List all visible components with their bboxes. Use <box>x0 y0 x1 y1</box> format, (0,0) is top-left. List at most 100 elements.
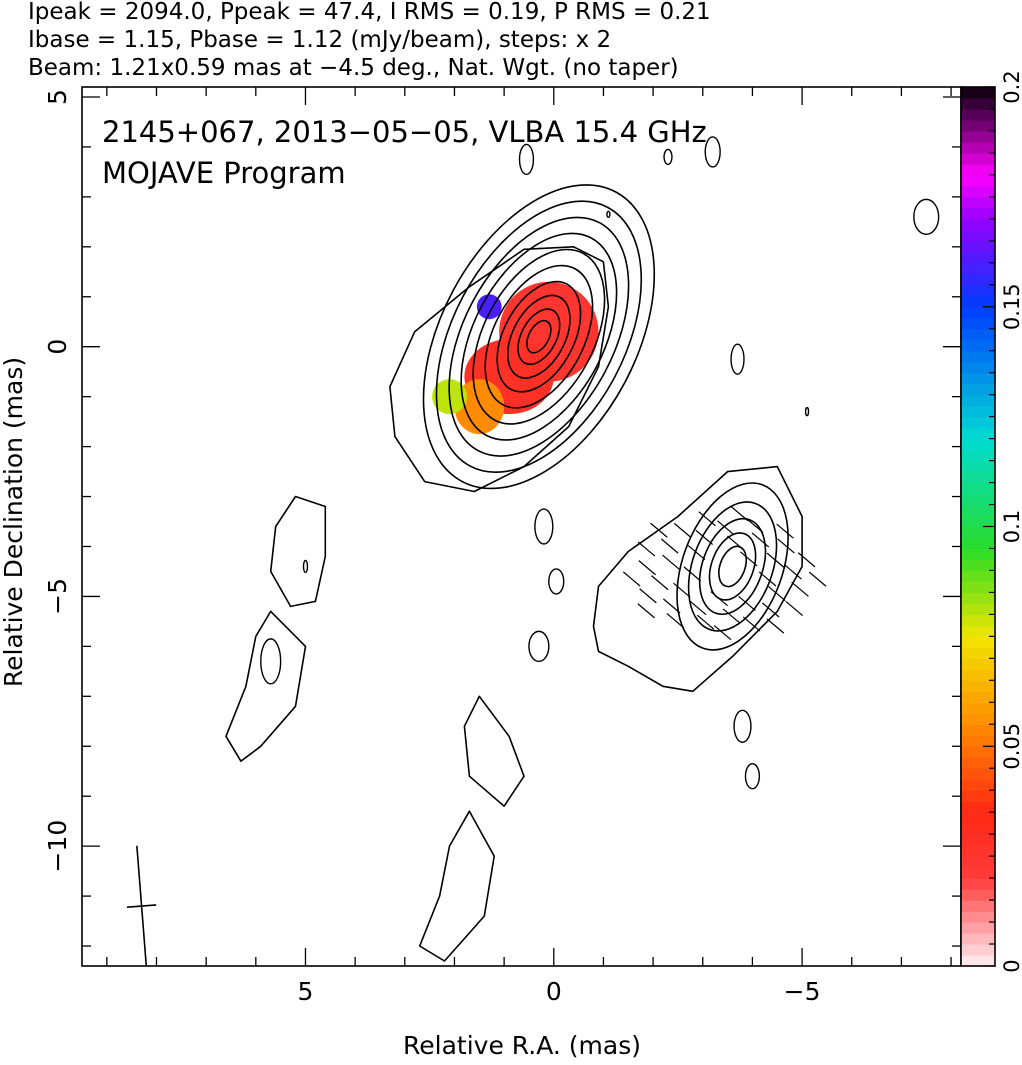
core-contour-6 <box>496 280 582 393</box>
colorbar-segment-58 <box>961 317 995 330</box>
evpa-tick-32 <box>698 511 716 527</box>
minor-island-13 <box>260 638 282 685</box>
colorbar-segment-59 <box>961 306 995 319</box>
minor-island-8 <box>548 568 565 595</box>
colorbar-segment-13 <box>961 812 995 824</box>
colorbar-segment-9 <box>961 856 995 868</box>
evpa-tick-34 <box>622 571 641 587</box>
minor-island-3 <box>606 210 611 219</box>
extended-contour-2 <box>463 695 525 807</box>
evpa-tick-1 <box>739 551 758 567</box>
colorbar-segment-73 <box>961 152 995 165</box>
colorbar-segment-49 <box>961 416 995 429</box>
evpa-tick-24 <box>673 522 692 538</box>
evpa-tick-9 <box>766 552 785 568</box>
evpa-tick-10 <box>688 600 707 616</box>
colorbar-segment-51 <box>961 394 995 407</box>
beam-minor-axis <box>126 904 157 909</box>
plot-frame: 5 0 −5 5 0 −5 −10 <box>43 86 962 1006</box>
colorbar-segment-67 <box>961 218 995 231</box>
colorbar-segment-16 <box>961 779 995 791</box>
colorbar-segment-65 <box>961 240 995 253</box>
colorbar-segment-56 <box>961 339 995 352</box>
colorbar-tick-label-0: 0 <box>1000 959 1022 972</box>
colorbar-segment-36 <box>961 559 995 572</box>
colorbar-segment-75 <box>961 130 995 143</box>
minor-island-11 <box>744 763 761 790</box>
colorbar-segment-17 <box>961 768 995 780</box>
colorbar-segment-42 <box>961 493 995 506</box>
colorbar-segment-54 <box>961 361 995 374</box>
colorbar-segment-68 <box>961 207 995 220</box>
x-tick-label-2: −5 <box>784 977 821 1006</box>
colorbar-segment-52 <box>961 383 995 396</box>
header-line-2: Ibase = 1.15, Pbase = 1.12 (mJy/beam), s… <box>28 27 611 53</box>
colorbar-segment-12 <box>961 823 995 835</box>
evpa-tick-3 <box>687 545 706 561</box>
colorbar-segment-38 <box>961 537 995 550</box>
colorbar-segment-20 <box>961 735 995 747</box>
knot-contour-3 <box>708 532 757 601</box>
minor-island-7 <box>534 508 554 545</box>
colorbar-segment-35 <box>961 570 995 583</box>
evpa-tick-22 <box>777 538 795 554</box>
evpa-tick-7 <box>738 595 756 612</box>
colorbar-segment-22 <box>961 713 995 725</box>
header-line-1: Ipeak = 2094.0, Ppeak = 47.4, I RMS = 0.… <box>28 0 711 25</box>
colorbar-segment-79 <box>961 87 995 99</box>
colorbar-segment-10 <box>961 845 995 857</box>
colorbar-segment-74 <box>961 141 995 154</box>
colorbar-segment-1 <box>961 944 995 956</box>
evpa-tick-21 <box>638 560 656 576</box>
colorbar-segment-60 <box>961 295 995 308</box>
colorbar-segment-72 <box>961 163 995 176</box>
colorbar-segment-37 <box>961 548 995 561</box>
minor-island-1 <box>663 148 673 166</box>
core-contour-9 <box>526 319 552 354</box>
colorbar-segment-44 <box>961 471 995 484</box>
colorbar-segment-69 <box>961 196 995 209</box>
core-contour-3 <box>460 232 618 441</box>
evpa-tick-29 <box>637 541 656 557</box>
evpa-tick-23 <box>696 614 715 630</box>
knot-contour-2 <box>698 517 767 616</box>
evpa-tick-41 <box>766 618 785 634</box>
colorbar-segment-46 <box>961 449 995 462</box>
x-tick-label-1: 0 <box>546 977 562 1006</box>
colorbar-tick-label-1: 0.05 <box>1000 723 1022 770</box>
colorbar-segment-78 <box>961 97 995 110</box>
evpa-tick-8 <box>662 554 680 570</box>
colorbar-segment-40 <box>961 515 995 528</box>
colorbar-segment-11 <box>961 834 995 846</box>
colorbar: 0 0.05 0.1 0.15 0.2 <box>960 70 1022 973</box>
core-contour-8 <box>517 308 561 366</box>
colorbar-segment-55 <box>961 350 995 363</box>
evpa-tick-37 <box>650 522 668 538</box>
colorbar-segment-47 <box>961 438 995 451</box>
colorbar-segment-2 <box>961 933 995 945</box>
minor-island-6 <box>804 406 810 417</box>
colorbar-tick-label-3: 0.15 <box>1000 283 1022 330</box>
colorbar-segment-4 <box>961 911 995 923</box>
colorbar-segment-18 <box>961 757 995 769</box>
evpa-tick-13 <box>651 575 669 591</box>
program-label: MOJAVE Program <box>102 156 346 190</box>
minor-island-0 <box>518 143 535 176</box>
core-contour-7 <box>506 294 571 379</box>
y-tick-label-3: −10 <box>43 820 72 873</box>
evpa-tick-38 <box>808 571 827 587</box>
colorbar-segment-30 <box>961 625 995 637</box>
colorbar-segment-61 <box>961 284 995 297</box>
y-tick-label-1: 0 <box>43 339 72 355</box>
colorbar-tick-label-2: 0.1 <box>1000 510 1022 543</box>
evpa-tick-26 <box>639 588 657 604</box>
knot-contour-4 <box>718 545 748 588</box>
colorbar-segment-8 <box>961 867 995 879</box>
evpa-tick-31 <box>666 613 685 629</box>
colorbar-segment-39 <box>961 526 995 539</box>
colorbar-segment-19 <box>961 746 995 758</box>
colorbar-segment-25 <box>961 680 995 692</box>
x-tick-label-0: 5 <box>298 977 314 1006</box>
